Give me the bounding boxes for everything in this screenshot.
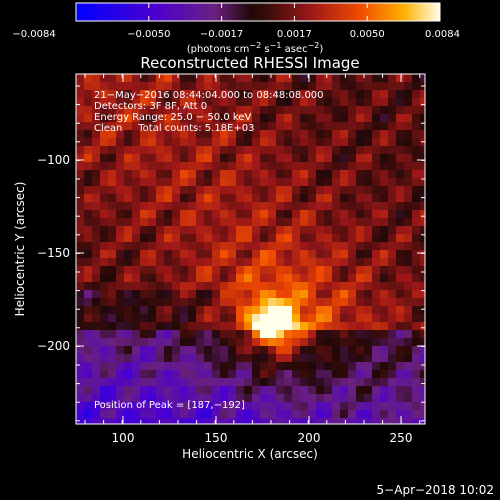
- y-tick-label: −200: [37, 339, 70, 353]
- annotation-clean-counts: Clean Total counts: 5.18E+03: [94, 123, 254, 134]
- x-axis-label: Heliocentric X (arcsec): [182, 447, 318, 461]
- plot-frame: [75, 73, 426, 425]
- colorbar-tick-label: −0.0050: [127, 29, 170, 40]
- rhessi-image: [75, 73, 426, 425]
- plot-title: Reconstructed RHESSI Image: [140, 54, 359, 72]
- axis-ticks: [76, 74, 425, 424]
- x-tick-labels: 100 150 200 250: [112, 431, 413, 445]
- colorbar-gradient: [75, 2, 441, 22]
- y-tick-label: −100: [37, 153, 70, 167]
- peak-position-label: Position of Peak = [187,−192]: [94, 400, 245, 411]
- y-tick-label: −150: [37, 246, 70, 260]
- colorbar-tick-label: −0.0017: [200, 29, 243, 40]
- x-tick-label: 100: [112, 431, 135, 445]
- annotation-energy-range: Energy Range: 25.0 − 50.0 keV: [94, 112, 251, 123]
- x-tick-label: 150: [205, 431, 228, 445]
- colorbar-units: (photons cm−2 s−1 asec−2): [187, 41, 324, 55]
- image-annotation: 21−May−2016 08:44:04.000 to 08:48:08.000…: [94, 90, 324, 411]
- x-tick-label: 200: [298, 431, 321, 445]
- plot-timestamp: 5−Apr−2018 10:02: [377, 483, 494, 497]
- colorbar: −0.0084 −0.0050 −0.0017 0.0017 0.0050 0.0084 …: [12, 2, 460, 55]
- colorbar-ticks: −0.0084 −0.0050 −0.0017 0.0017 0.0050 0.0084: [12, 3, 460, 40]
- colorbar-tick-label: 0.0017: [277, 29, 312, 40]
- colorbar-tick-label: −0.0084: [12, 29, 55, 40]
- annotation-detectors: Detectors: 3F 8F, Att 0: [94, 101, 207, 112]
- y-axis-label: Heliocentric Y (arcsec): [13, 182, 27, 317]
- x-tick-label: 250: [390, 431, 413, 445]
- colorbar-tick-label: 0.0050: [350, 29, 385, 40]
- colorbar-tick-label: 0.0084: [425, 29, 460, 40]
- annotation-time-range: 21−May−2016 08:44:04.000 to 08:48:08.000: [94, 90, 324, 101]
- y-tick-labels: −100 −150 −200: [37, 153, 70, 353]
